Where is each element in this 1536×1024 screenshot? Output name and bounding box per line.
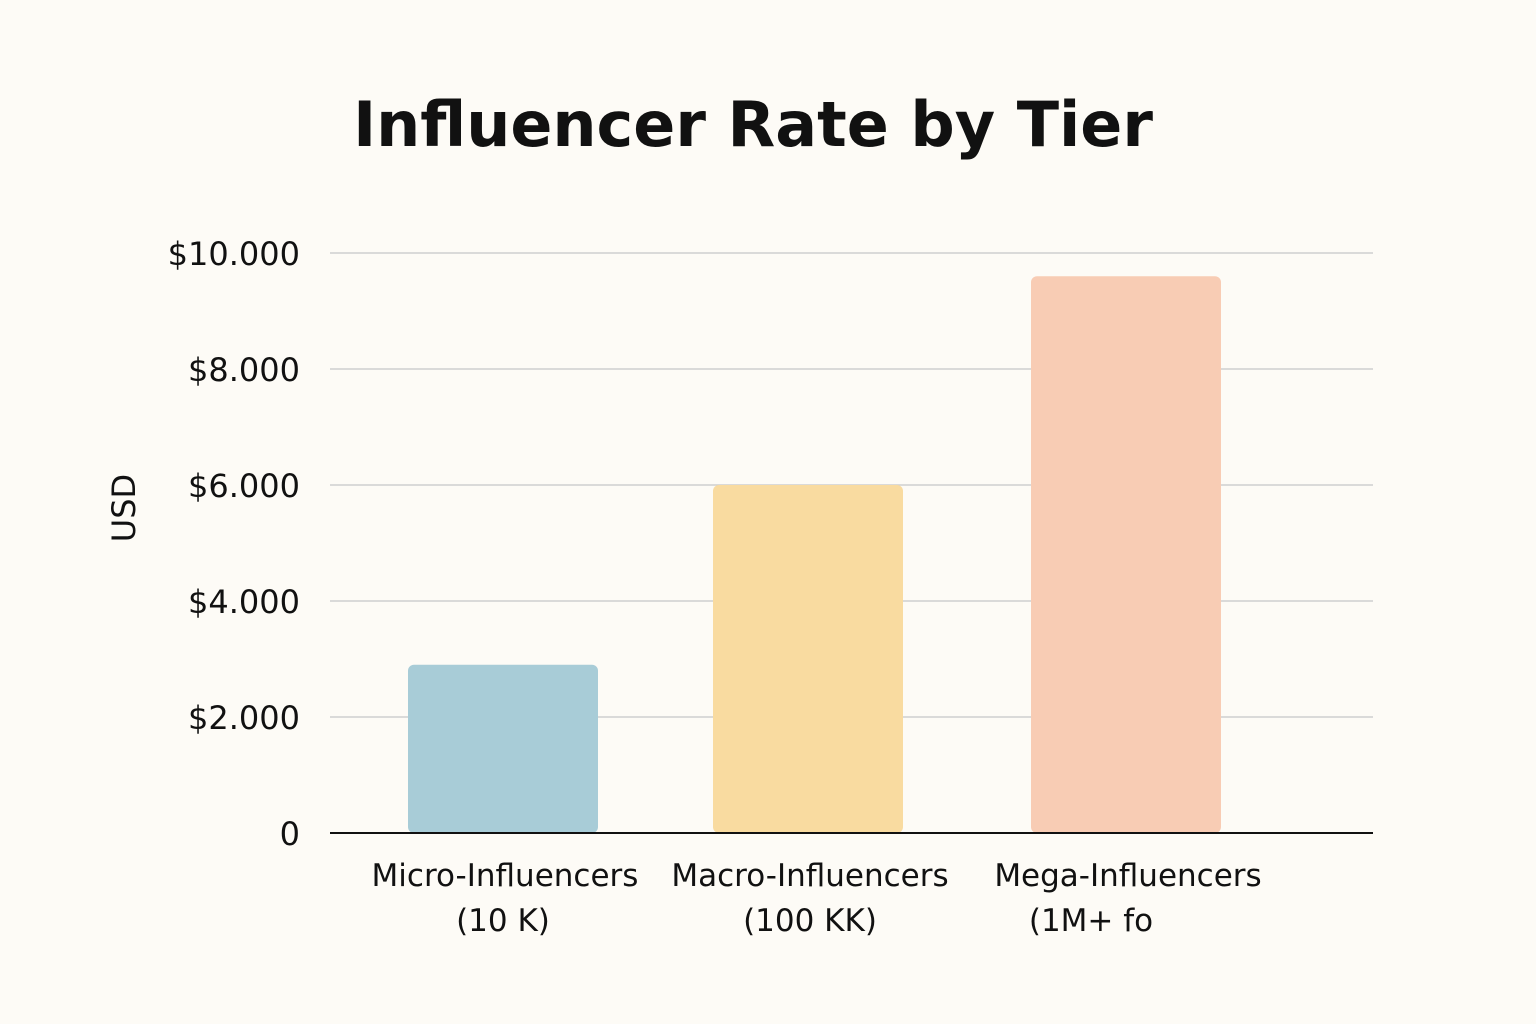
bar [408,664,598,833]
y-tick-label: $10.000 [168,235,300,273]
bar [1031,276,1221,833]
y-tick-label: 0 [280,815,300,853]
bars [408,276,1221,833]
x-category-sublabel: (10 K) [456,903,550,939]
x-category-sublabel: (100 KK) [743,903,877,939]
x-axis-categories: Micro-Influencers (10 K) Macro-Influencers… [372,858,1262,939]
y-axis-label: USD [105,474,143,542]
y-tick-label: $4.000 [188,583,300,621]
x-category-sublabel: (1M+ fo [1029,903,1153,939]
x-category-label: Macro-Influencers [671,858,948,894]
y-axis-ticks: 0 $2.000 $4.000 $6.000 $8.000 $10.000 [168,235,300,853]
bar [713,485,903,833]
y-tick-label: $2.000 [188,699,300,737]
x-category-label: Mega-Influencers [994,858,1261,894]
chart-title: Influencer Rate by Tier [353,88,1153,161]
y-tick-label: $6.000 [188,467,300,505]
y-tick-label: $8.000 [188,351,300,389]
x-category-label: Micro-Influencers [372,858,639,894]
